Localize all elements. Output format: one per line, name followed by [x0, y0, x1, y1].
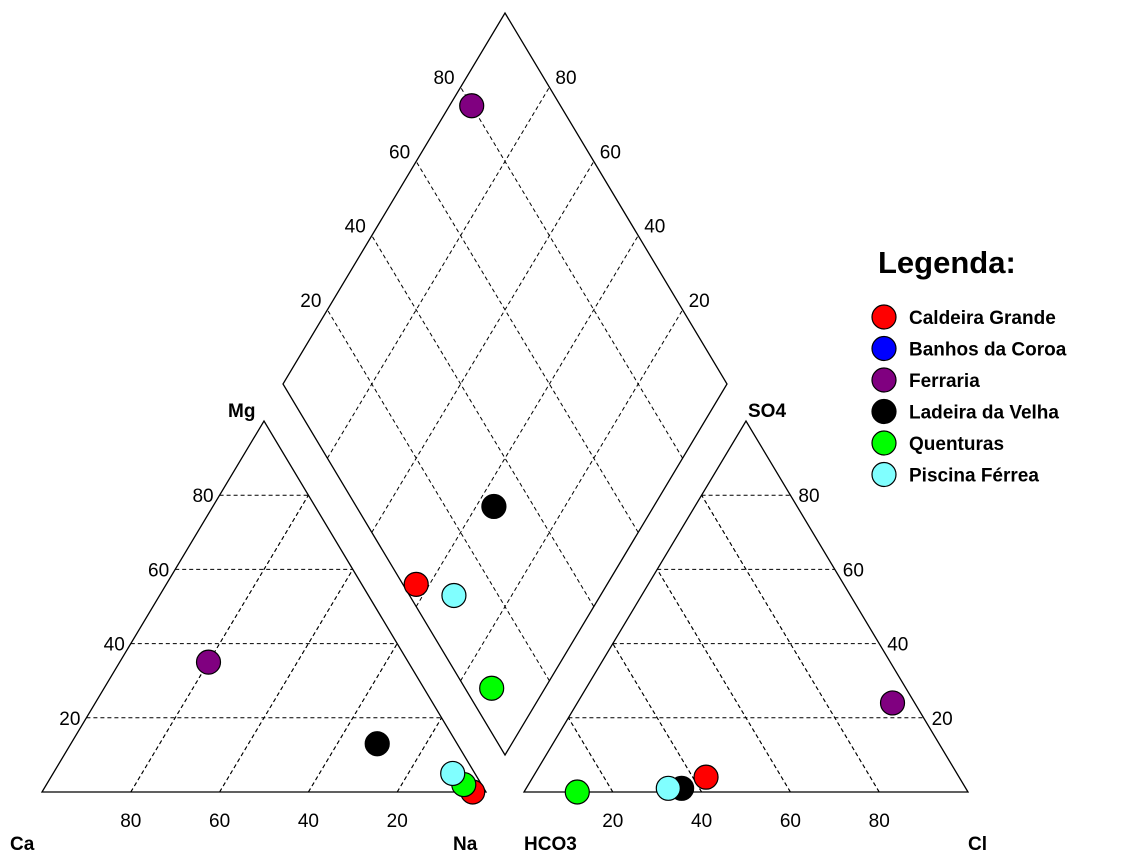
cation-right-label: Na: [453, 834, 478, 855]
anion-so4-tick: 40: [887, 635, 908, 656]
cation-mg-tick: 80: [192, 486, 213, 507]
legend-items: Caldeira Grande Banhos da Coroa Ferraria La…: [871, 304, 1067, 488]
cation-triangle-frame: [40, 419, 488, 793]
cation-mg-tick: 40: [104, 635, 125, 656]
cation-ca-tick: 80: [120, 811, 141, 832]
anion-cl-tick: 80: [869, 811, 890, 832]
cation-grid-line: [307, 643, 398, 793]
plot-frames: [40, 11, 970, 793]
diamond-grid-line: [326, 86, 550, 459]
anion-grid-line: [701, 494, 880, 793]
legend-label: Piscina Férrea: [909, 466, 1039, 487]
legend: Legenda: Caldeira Grande Banhos da Coroa F…: [871, 245, 1067, 488]
diamond-grid-line: [415, 161, 639, 533]
anion-point: [879, 690, 906, 716]
diamond-grid-line: [371, 235, 595, 607]
diamond-grid-line: [371, 161, 595, 533]
legend-marker: [871, 461, 897, 488]
legend-marker: [871, 304, 897, 330]
diamond-grid-line: [326, 309, 550, 682]
data-points: [195, 93, 906, 805]
cation-grid-line: [219, 569, 354, 793]
anion-cl-tick: 20: [602, 811, 623, 832]
cation-ca-tick: 40: [298, 811, 319, 832]
cation-mg-tick: 20: [59, 709, 80, 730]
anion-point: [655, 775, 681, 801]
cation-ca-tick: 20: [387, 811, 408, 832]
diamond-left-tick: 40: [345, 217, 366, 238]
cation-mg-tick: 60: [148, 560, 169, 581]
diamond-grid-line: [460, 309, 684, 682]
legend-label: Ladeira da Velha: [909, 403, 1059, 424]
legend-label: Ferraria: [909, 371, 980, 392]
diamond-grid-line: [460, 86, 684, 459]
diamond-point: [479, 675, 505, 701]
cation-point: [195, 649, 222, 675]
legend-marker: [871, 430, 897, 456]
corner-labels: Ca Na Mg HCO3 Cl SO4: [10, 401, 987, 855]
diamond-right-tick: 40: [644, 217, 665, 238]
cation-grid-line: [396, 717, 443, 793]
anion-grid-line: [612, 643, 703, 793]
anion-grid-line: [656, 569, 791, 793]
diamond-point: [459, 93, 485, 119]
anion-so4-tick: 60: [843, 560, 864, 581]
diamond-point: [403, 571, 429, 597]
anion-top-label: SO4: [748, 401, 786, 422]
anion-so4-tick: 20: [932, 709, 953, 730]
tick-labels: 20 20 40 40 60 60 80 80 20 20 40 40 60 60 80 80 20 20 40 40…: [59, 68, 952, 832]
cation-point: [440, 760, 466, 787]
legend-marker: [871, 398, 897, 425]
anion-right-label: Cl: [968, 834, 987, 855]
legend-marker: [871, 335, 897, 362]
anion-point: [693, 764, 719, 790]
legend-label: Quenturas: [909, 434, 1004, 455]
cation-grid-line: [130, 494, 309, 793]
diamond-right-tick: 60: [600, 142, 621, 163]
diamond-grid-line: [415, 235, 639, 607]
grid-lines: [86, 86, 924, 793]
anion-triangle-frame: [522, 419, 970, 793]
diamond-left-tick: 80: [433, 68, 454, 89]
anion-grid-line: [567, 717, 614, 793]
legend-marker: [871, 367, 897, 393]
diamond-frame: [282, 11, 728, 757]
legend-title: Legenda:: [878, 245, 1016, 280]
cation-top-label: Mg: [228, 401, 255, 422]
anion-so4-tick: 80: [798, 486, 819, 507]
diamond-left-tick: 20: [300, 291, 321, 312]
diamond-point: [441, 582, 467, 609]
legend-label: Banhos da Coroa: [909, 340, 1067, 361]
anion-cl-tick: 40: [691, 811, 712, 832]
cation-left-label: Ca: [10, 834, 35, 855]
anion-left-label: HCO3: [524, 834, 577, 855]
diamond-right-tick: 20: [689, 291, 710, 312]
diamond-left-tick: 60: [389, 142, 410, 163]
diamond-point: [481, 493, 507, 520]
legend-label: Caldeira Grande: [909, 308, 1056, 329]
cation-ca-tick: 60: [209, 811, 230, 832]
diamond-right-tick: 80: [555, 68, 576, 89]
anion-point: [564, 779, 590, 805]
cation-point: [364, 731, 390, 757]
anion-cl-tick: 60: [780, 811, 801, 832]
